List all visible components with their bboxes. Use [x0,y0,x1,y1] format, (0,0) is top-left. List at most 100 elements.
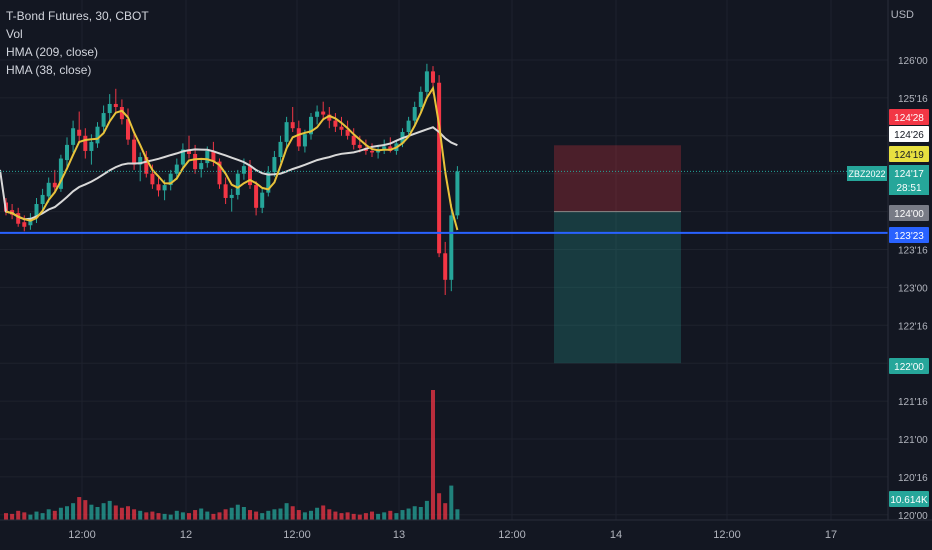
candle-body[interactable] [266,172,271,193]
candle-body[interactable] [223,184,228,198]
price-axis-tick[interactable]: 121'00 [898,435,928,446]
candle-body[interactable] [77,129,82,136]
candle-body[interactable] [119,106,124,120]
target-price-tag[interactable]: 122'00 [894,362,924,373]
candle-body[interactable] [290,122,295,129]
candle-body[interactable] [101,113,106,127]
candle-body[interactable] [46,182,51,197]
entry-price-tag-bg[interactable] [889,205,929,221]
candle-body[interactable] [205,150,210,164]
candle-body[interactable] [296,128,301,147]
time-axis-tick[interactable]: 17 [825,529,837,541]
candle-body[interactable] [315,111,320,117]
candle-body[interactable] [95,126,100,144]
entry-price-tag[interactable]: 124'00 [894,209,924,220]
candle-body[interactable] [132,139,137,165]
candle-body[interactable] [156,184,161,191]
line-price-tag-bg[interactable] [889,227,929,243]
price-axis-tick[interactable]: 122'16 [898,321,928,332]
legend-hma-38[interactable]: HMA (38, close) [6,63,92,77]
volume-tag[interactable]: 10.614K [890,495,928,506]
candle-body[interactable] [309,116,313,135]
candle-body[interactable] [168,173,173,186]
candle-body[interactable] [254,185,259,208]
time-axis-tick[interactable]: 12:00 [283,529,311,541]
high-price-tag[interactable]: 124'26 [894,130,924,141]
last-price-tag-bg[interactable] [889,165,929,195]
candle-body[interactable] [333,120,338,127]
candle-body[interactable] [357,144,362,148]
candle-body[interactable] [406,120,411,133]
candle-body[interactable] [144,157,149,174]
take-profit-zone[interactable] [554,211,681,364]
time-axis-tick[interactable]: 14 [610,529,622,541]
volume-tag-bg[interactable] [889,491,929,507]
countdown-tag[interactable]: 28:51 [896,183,921,194]
candle-body[interactable] [345,129,350,136]
candle-body[interactable] [272,157,277,173]
candle-body[interactable] [58,158,63,189]
last-price-tag[interactable]: 124'17 [894,169,924,180]
candle-body[interactable] [248,166,252,186]
candle-body[interactable] [162,185,167,191]
price-axis-tick[interactable]: 121'16 [898,397,928,408]
candle-body[interactable] [217,161,222,185]
candle-body[interactable] [443,253,448,280]
candle-body[interactable] [455,171,460,216]
candle-body[interactable] [71,128,76,145]
hma-209-line[interactable] [0,126,458,221]
candle-body[interactable] [278,141,283,158]
candle-body[interactable] [339,126,344,130]
candle-body[interactable] [174,164,179,174]
candle-body[interactable] [193,153,198,170]
time-axis-tick[interactable]: 13 [393,529,405,541]
candle-body[interactable] [107,103,112,114]
price-axis-tick[interactable]: 125'16 [898,94,928,105]
price-axis-tick[interactable]: 120'00 [898,511,928,522]
candle-body[interactable] [52,182,57,188]
candle-body[interactable] [187,149,191,154]
time-axis-tick[interactable]: 12:00 [68,529,96,541]
price-axis-tick[interactable]: 123'16 [898,246,928,257]
candle-body[interactable] [321,111,326,115]
candle-body[interactable] [449,215,454,280]
candle-body[interactable] [370,150,374,153]
high-price-tag-bg[interactable] [889,126,929,142]
candle-body[interactable] [113,103,118,107]
currency-label[interactable]: USD [890,9,914,21]
candle-body[interactable] [327,114,332,121]
candle-body[interactable] [199,163,204,170]
candle-body[interactable] [83,135,88,151]
candle-body[interactable] [235,173,240,195]
candle-body[interactable] [302,134,307,147]
candle-body[interactable] [89,141,94,151]
hma-price-tag[interactable]: 124'19 [894,150,924,161]
candle-body[interactable] [431,71,435,83]
candle-body[interactable] [351,135,356,145]
legend-symbol[interactable]: T-Bond Futures, 30, CBOT [6,9,149,23]
candle-body[interactable] [241,166,246,174]
candle-body[interactable] [211,150,216,162]
candle-body[interactable] [126,119,130,140]
stop-price-tag-bg[interactable] [889,109,929,125]
candle-body[interactable] [418,91,423,107]
price-axis-tick[interactable]: 120'16 [898,473,928,484]
price-axis-tick[interactable]: 123'00 [898,283,928,294]
symbol-tag[interactable]: ZBZ2022 [848,169,885,179]
candle-body[interactable] [40,194,45,205]
price-axis-tick[interactable]: 126'00 [898,56,928,67]
candle-body[interactable] [22,222,27,227]
candle-body[interactable] [260,192,265,208]
stop-price-tag[interactable]: 124'28 [894,113,924,124]
line-price-tag[interactable]: 123'23 [894,231,924,242]
candle-body[interactable] [16,213,21,224]
target-price-tag-bg[interactable] [889,358,929,374]
candle-body[interactable] [150,173,155,185]
candle-body[interactable] [65,144,69,161]
candle-body[interactable] [382,146,387,150]
hma-price-tag-bg[interactable] [889,146,929,162]
time-axis-tick[interactable]: 12:00 [713,529,741,541]
candle-body[interactable] [180,149,185,165]
time-axis-tick[interactable]: 12 [180,529,192,541]
